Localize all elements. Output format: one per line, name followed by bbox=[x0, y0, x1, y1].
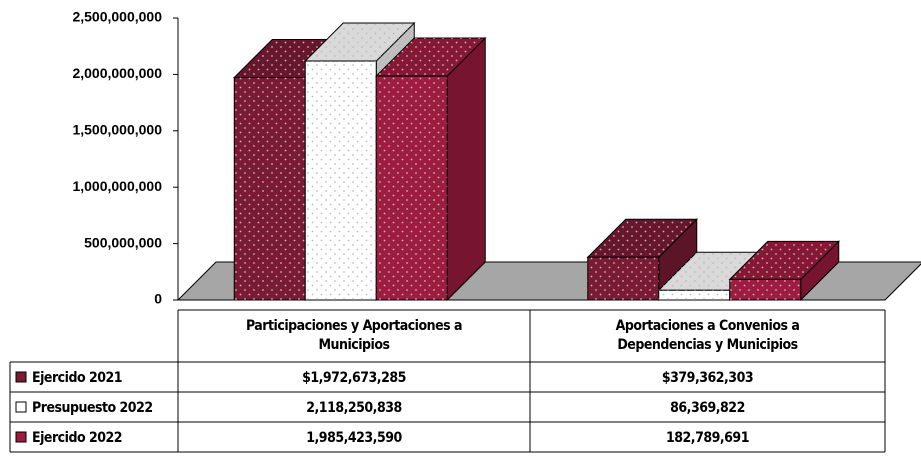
legend-key bbox=[15, 431, 27, 443]
data-label: 182,789,691 bbox=[666, 430, 749, 446]
bar-top-dots bbox=[729, 241, 839, 280]
bar-side bbox=[446, 36, 486, 302]
legend-key bbox=[15, 401, 27, 413]
bar-dots bbox=[658, 290, 730, 300]
bar-dots bbox=[587, 257, 659, 300]
y-tick-label: 2,000,000,000 bbox=[72, 65, 162, 81]
legend-label: Presupuesto 2022 bbox=[32, 400, 153, 416]
bar-dots bbox=[729, 279, 801, 300]
category-label: Aportaciones a Convenios a Dependencias y… bbox=[616, 318, 800, 353]
bar-dots bbox=[234, 77, 306, 300]
y-tick-label: 500,000,000 bbox=[84, 234, 162, 250]
bar-top-dots bbox=[305, 23, 415, 62]
bar-dots bbox=[305, 61, 377, 300]
bar-top-dots bbox=[376, 38, 486, 77]
data-label: 86,369,822 bbox=[670, 400, 745, 416]
legend-label: Ejercido 2022 bbox=[32, 430, 122, 446]
bar-top-dots bbox=[234, 39, 344, 78]
legend-key bbox=[15, 371, 27, 383]
bar-top-dots bbox=[658, 252, 768, 291]
y-tick-label: 0 bbox=[154, 291, 162, 307]
legend-label: Ejercido 2021 bbox=[32, 370, 122, 386]
category-label: Participaciones y Aportaciones a Municipi… bbox=[246, 318, 462, 353]
y-tick-label: 1,500,000,000 bbox=[72, 122, 162, 138]
data-label: 2,118,250,838 bbox=[306, 400, 402, 416]
y-tick-label: 1,000,000,000 bbox=[72, 178, 162, 194]
data-label: 1,985,423,590 bbox=[306, 430, 402, 446]
y-tick-label: 2,500,000,000 bbox=[72, 9, 162, 25]
bar-top-dots bbox=[587, 219, 697, 258]
data-label: $379,362,303 bbox=[662, 370, 753, 386]
data-label: $1,972,673,285 bbox=[302, 370, 406, 386]
bar-dots bbox=[376, 76, 448, 300]
